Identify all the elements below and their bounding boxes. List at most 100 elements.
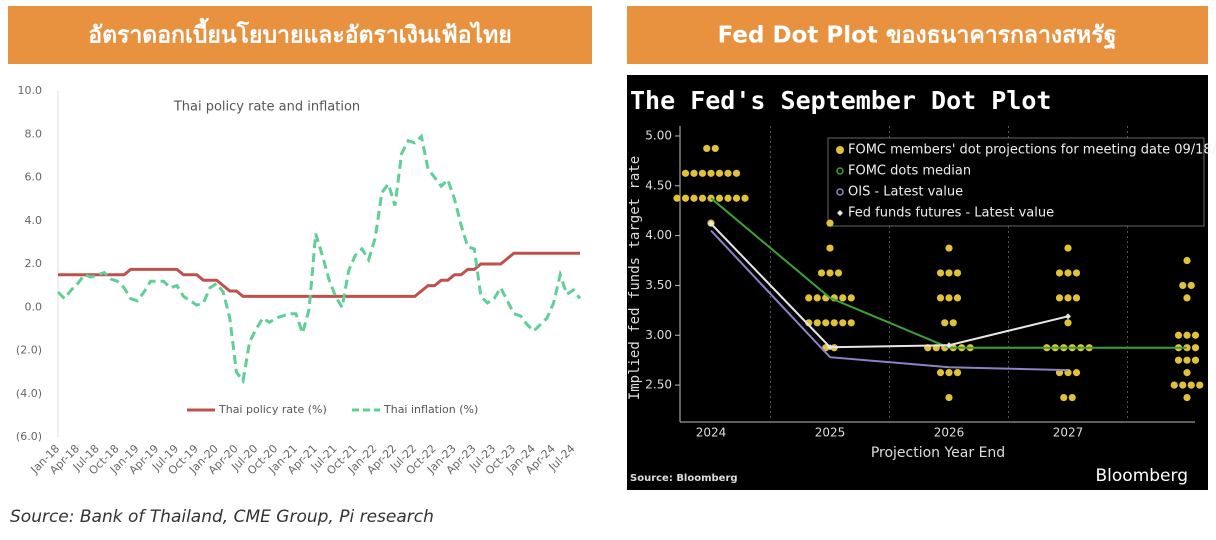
dot [732,169,741,177]
dot [715,194,724,202]
dot [817,269,826,277]
header: Fed Dot Plot ของธนาคารกลางสหรัฐ [718,23,1117,50]
dot [1191,356,1200,364]
legend-marker [837,210,843,216]
dot [1196,381,1204,389]
dot [703,144,711,153]
dot [953,294,962,302]
legend-label: OIS - Latest value [848,185,963,200]
dot [1187,381,1195,389]
dot [698,194,707,202]
dot [826,269,834,277]
y-tick-label: 3.00 [645,328,672,342]
dot [1183,331,1191,339]
point [827,344,833,351]
dot [1183,294,1191,302]
dot [1072,369,1081,377]
y-tick-label: (4.0) [16,387,42,400]
data-line [710,223,1069,349]
y-tick-label: 8.0 [25,127,43,140]
y-tick-label: 2.0 [25,257,43,270]
dot [1064,269,1072,277]
dot [673,194,681,202]
dot [826,219,834,227]
header-bar [8,6,592,64]
legend-label: FOMC dots median [848,164,971,179]
logo: Bloomberg [1096,466,1188,486]
dot [813,319,821,327]
dot [1055,269,1064,277]
dot [936,294,945,302]
dot [1183,356,1191,364]
y-tick-label: 2.50 [645,378,672,392]
dot [834,269,843,277]
legend-marker [836,167,844,175]
dot [724,169,732,177]
x-tick-label: 2025 [815,426,846,440]
x-tick-label: 2026 [934,426,965,440]
chart-title: The Fed's September Dot Plot [630,86,1051,115]
dot [1072,269,1081,277]
x-axis-label: Projection Year End [871,445,1005,461]
dot [1179,281,1187,290]
dot [936,269,945,277]
dot [1183,393,1191,402]
legend-label: FOMC members' dot projections for meetin… [848,143,1216,158]
point [1065,313,1071,320]
legend-label: Thai inflation (%) [383,403,478,416]
dot [1183,369,1191,377]
dot [1072,294,1081,302]
dot [941,319,949,327]
dot [698,169,707,177]
dot [847,294,855,302]
dot [690,194,698,202]
y-axis-label: Implied fed funds target rate [627,156,643,400]
legend-box [827,137,1205,227]
y-tick-label: 4.0 [25,214,43,227]
data-line [710,229,1069,372]
y-tick-label: 3.50 [645,278,672,292]
dot [1055,294,1064,302]
dot [707,169,715,177]
y-tick-label: 4.50 [645,178,672,192]
dot [1068,393,1076,402]
dot [724,194,732,202]
dot [1174,356,1183,364]
source: Source: Bloomberg [630,473,738,484]
x-tick-label: 2027 [1053,426,1084,440]
dot [945,244,953,252]
data-line [58,251,580,298]
y-tick-label: 4.00 [645,228,672,242]
data-line [56,133,582,385]
dot [1174,331,1183,339]
dot [945,393,953,402]
dot [732,194,741,202]
dot [1191,331,1200,339]
dot [839,294,847,302]
legend-label: Fed funds futures - Latest value [848,206,1054,221]
legend-label: Thai policy rate (%) [218,403,327,416]
y-tick-label: 5.00 [645,128,672,142]
dot [945,269,953,277]
legend-marker [836,188,844,196]
dot [949,319,957,327]
y-tick-label: (2.0) [16,344,42,357]
dot [1170,381,1178,389]
dot [813,294,821,302]
y-tick-label: (6.0) [16,430,42,443]
dot [847,319,855,327]
dot [945,294,953,302]
dot [741,194,749,202]
y-tick-label: 0.0 [25,300,43,313]
dot [822,319,830,327]
dot [1060,393,1068,402]
dot [1179,381,1187,389]
dot [681,194,690,202]
dot [715,169,724,177]
legend-marker [836,146,844,154]
y-tick-label: 10.0 [18,84,43,97]
y-tick-label: 6.0 [25,171,43,184]
dot [953,369,962,377]
chart-title: Thai policy rate and inflation [173,100,360,115]
